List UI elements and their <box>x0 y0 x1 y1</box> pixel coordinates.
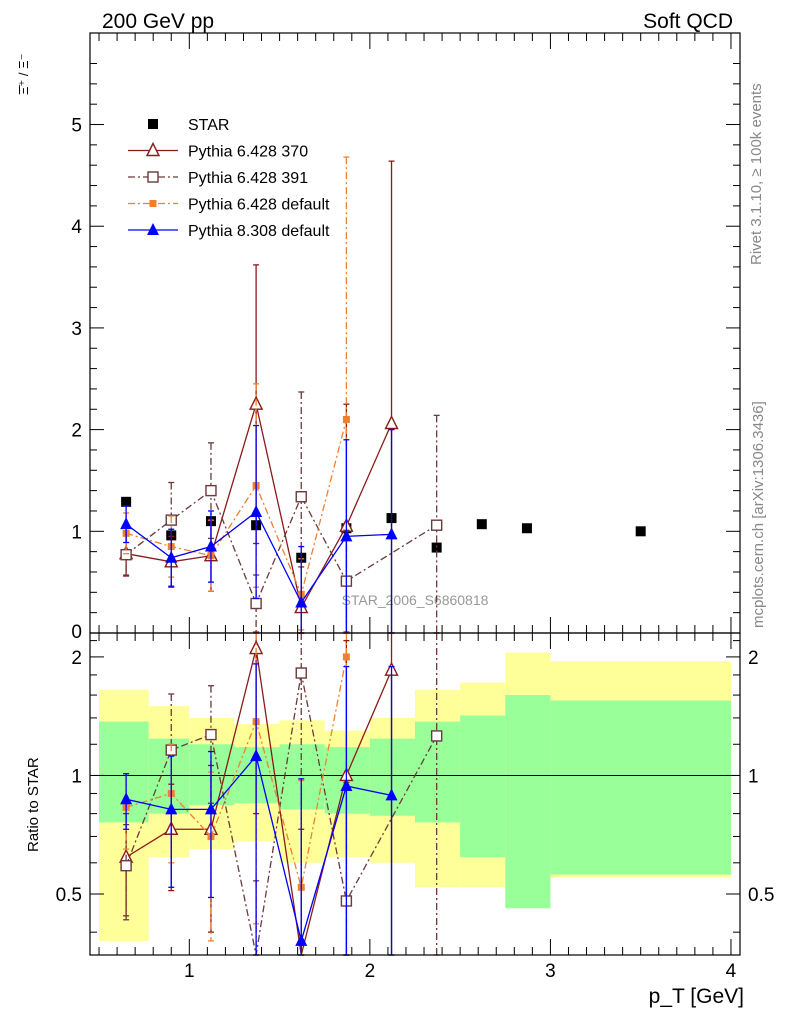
legend: STAR Pythia 6.428 370 Pythia 6.428 391 Pyth… <box>128 117 330 240</box>
data-point <box>165 550 178 563</box>
plot-frames <box>89 32 741 956</box>
legend-entry-p370: Pythia 6.428 370 <box>128 141 308 161</box>
ratio-y-tick-label: 0.5 <box>56 885 82 906</box>
main-ylabel: Ξ̄⁺ / Ξ⁻ <box>16 54 31 95</box>
data-point <box>204 539 217 552</box>
legend-entry-p6def: Pythia 6.428 default <box>128 197 330 214</box>
legend-label: Pythia 6.428 default <box>188 197 330 214</box>
legend-entry-p8def: Pythia 8.308 default <box>128 223 330 240</box>
data-point <box>250 504 263 517</box>
x-axis-label: p_T [GeV] <box>649 985 744 1008</box>
x-tick-label: 1 <box>184 961 195 982</box>
ratio-uncertainty-bands <box>99 652 731 941</box>
main-y-tick-label: 2 <box>71 421 82 442</box>
header-left-label: 200 GeV pp <box>102 10 214 33</box>
x-tick-label: 2 <box>365 961 376 982</box>
rivet-version-label: Rivet 3.1.10, ≥ 100k events <box>748 83 765 265</box>
ratio-y-tick-label-right: 1 <box>748 766 759 787</box>
data-point <box>121 496 132 507</box>
legend-label: Pythia 6.428 391 <box>188 170 308 187</box>
main-y-tick-label: 3 <box>71 319 82 340</box>
ratio-ylabel: Ratio to STAR <box>25 757 42 852</box>
data-point <box>430 730 443 742</box>
main-y-zero-label: 0 <box>71 622 82 643</box>
legend-label: Pythia 6.428 370 <box>188 144 308 161</box>
data-point <box>295 667 307 679</box>
data-point <box>120 517 133 530</box>
series-main-p8def <box>120 424 398 634</box>
data-point <box>120 548 132 561</box>
main-y-tick-label: 5 <box>71 116 82 137</box>
ratio-plot-frame <box>89 632 741 956</box>
band-inner-bin <box>189 744 235 806</box>
data-point <box>295 491 307 503</box>
data-point <box>521 523 532 534</box>
ratio-y-tick-label-right: 2 <box>748 648 759 669</box>
data-point <box>205 728 217 741</box>
data-point <box>384 414 399 430</box>
main-y-tick-label: 1 <box>71 522 82 543</box>
ratio-y-tick-label: 2 <box>71 648 82 669</box>
legend-label: STAR <box>188 117 229 134</box>
data-point <box>120 792 133 805</box>
legend-entry-star: STAR <box>148 117 229 134</box>
data-point <box>120 859 132 872</box>
data-point <box>250 749 263 762</box>
data-point <box>250 597 262 610</box>
data-point <box>385 788 398 801</box>
mcplots-label: mcplots.cern.ch [arXiv:1306.3436] <box>750 401 767 628</box>
data-point <box>635 526 646 537</box>
legend-marker <box>149 200 157 207</box>
data-series-group <box>118 156 646 956</box>
data-point <box>385 527 398 540</box>
data-point <box>204 802 217 815</box>
analysis-tag: STAR_2006_S6860818 <box>342 592 489 608</box>
data-point <box>165 802 178 815</box>
data-point <box>205 484 217 497</box>
ratio-y-tick-label: 1 <box>71 766 82 787</box>
data-point <box>430 519 443 531</box>
x-tick-label: 3 <box>545 961 556 982</box>
data-point <box>295 595 308 608</box>
band-inner-bin <box>460 715 506 858</box>
ratio-y-tick-label-right: 0.5 <box>748 885 774 906</box>
main-y-tick-label: 4 <box>71 217 82 238</box>
series-ratio-p8def <box>120 663 398 956</box>
series-line <box>125 656 348 888</box>
axis-ticks-and-labels: 1 2 3 4 5 0.5 0.5 1 1 2 2 1 2 3 4 0 <box>56 33 774 982</box>
series-line <box>125 419 348 597</box>
data-point <box>431 542 442 553</box>
band-inner-bin <box>505 695 551 909</box>
legend-marker <box>147 223 159 235</box>
legend-marker <box>147 171 159 183</box>
legend-marker <box>145 141 161 157</box>
data-point <box>342 653 350 661</box>
data-point <box>476 519 487 530</box>
header-right-label: Soft QCD <box>643 10 733 33</box>
data-point <box>340 529 353 542</box>
data-point <box>340 779 353 792</box>
data-point <box>295 933 308 946</box>
legend-label: Pythia 8.308 default <box>188 223 330 240</box>
legend-marker <box>148 119 158 129</box>
x-tick-label: 4 <box>726 961 737 982</box>
data-point <box>342 415 350 423</box>
legend-entry-p391: Pythia 6.428 391 <box>128 170 308 187</box>
band-inner-bin <box>369 738 415 816</box>
band-inner-bin <box>550 700 731 875</box>
